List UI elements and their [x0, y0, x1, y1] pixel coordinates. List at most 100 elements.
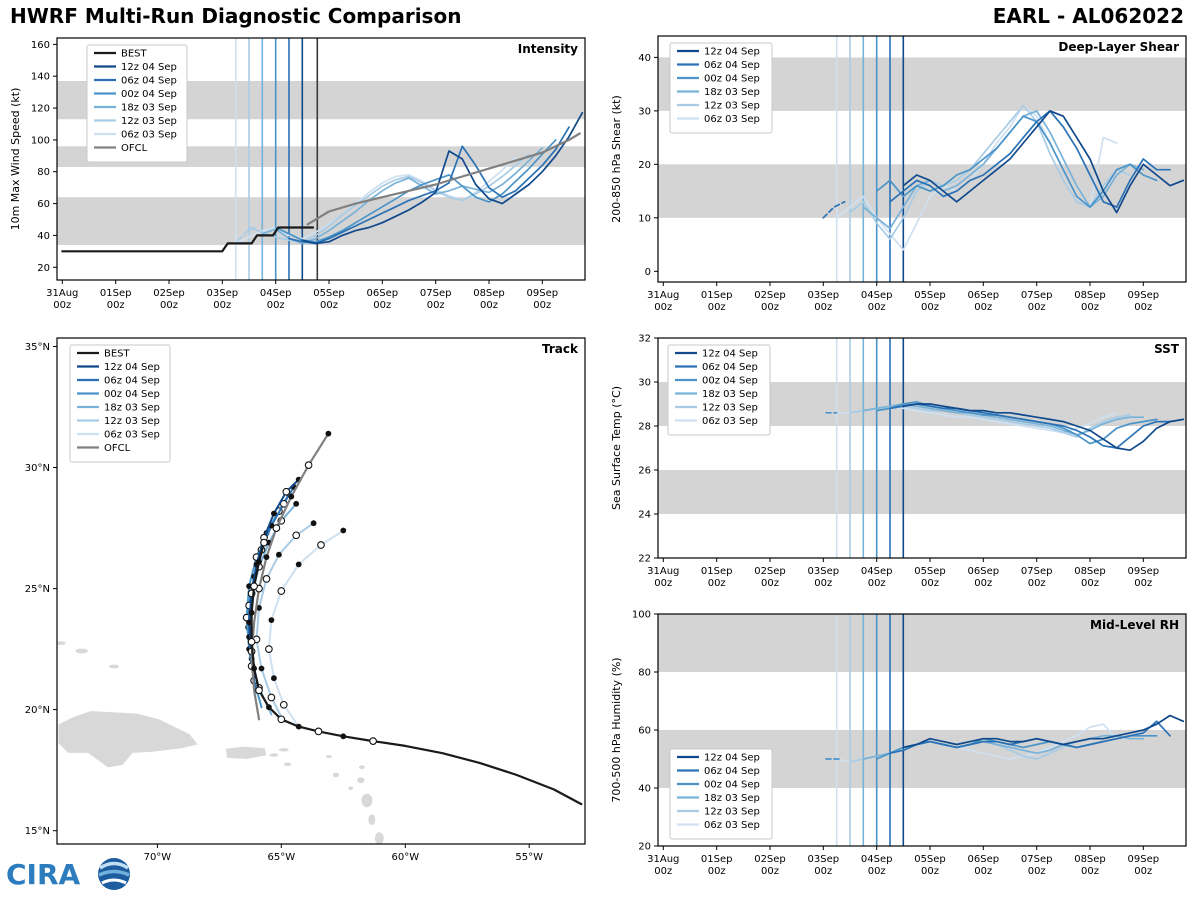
cira-logo: CIRA	[4, 852, 138, 900]
svg-text:40: 40	[638, 53, 651, 64]
svg-text:00z 04 Sep: 00z 04 Sep	[702, 376, 758, 387]
svg-text:06z 04 Sep: 06z 04 Sep	[704, 766, 760, 777]
svg-text:140: 140	[31, 72, 50, 83]
svg-text:00z: 00z	[1028, 866, 1046, 877]
svg-text:07Sep: 07Sep	[1021, 566, 1053, 577]
svg-text:00z: 00z	[1081, 578, 1099, 589]
svg-text:06Sep: 06Sep	[968, 854, 1000, 865]
svg-text:70°W: 70°W	[144, 852, 172, 863]
svg-text:22: 22	[638, 554, 651, 565]
svg-text:40: 40	[638, 784, 651, 795]
svg-text:00z: 00z	[708, 578, 726, 589]
svg-text:25°N: 25°N	[25, 584, 50, 595]
svg-text:00z: 00z	[921, 302, 939, 313]
svg-text:00z: 00z	[213, 300, 231, 311]
svg-text:06Sep: 06Sep	[968, 290, 1000, 301]
svg-text:00z 04 Sep: 00z 04 Sep	[704, 74, 760, 85]
svg-text:04Sep: 04Sep	[861, 290, 893, 301]
svg-text:80: 80	[37, 167, 50, 178]
svg-text:00z: 00z	[654, 866, 672, 877]
svg-text:20: 20	[37, 263, 50, 274]
svg-text:00z: 00z	[1028, 302, 1046, 313]
svg-text:24: 24	[638, 510, 651, 521]
svg-text:12z 03 Sep: 12z 03 Sep	[121, 116, 177, 127]
svg-text:18z 03 Sep: 18z 03 Sep	[704, 793, 760, 804]
svg-text:28: 28	[638, 422, 651, 433]
svg-text:02Sep: 02Sep	[153, 288, 185, 299]
svg-text:12z 03 Sep: 12z 03 Sep	[104, 416, 160, 427]
svg-text:05Sep: 05Sep	[914, 566, 946, 577]
track-panel: 70°W 65°W 60°W 55°W 15°N 20°N 25°N 30°N 35°N Trac…	[0, 326, 598, 898]
svg-text:30: 30	[638, 106, 651, 117]
svg-text:00z: 00z	[320, 300, 338, 311]
svg-text:00z: 00z	[480, 300, 498, 311]
svg-text:09Sep: 09Sep	[1128, 854, 1160, 865]
svg-text:00z: 00z	[53, 300, 71, 311]
svg-text:18z 03 Sep: 18z 03 Sep	[104, 403, 160, 414]
svg-text:00z: 00z	[654, 302, 672, 313]
svg-text:10m Max Wind Speed (kt): 10m Max Wind Speed (kt)	[9, 88, 22, 231]
svg-text:00z: 00z	[868, 578, 886, 589]
svg-text:06z 03 Sep: 06z 03 Sep	[704, 114, 760, 125]
svg-text:80: 80	[638, 668, 651, 679]
rh-panel: 31Aug 00z 01Sep 00z 02Sep 00z 03Sep 00z 04Sep 00z…	[600, 606, 1200, 898]
svg-text:12z 04 Sep: 12z 04 Sep	[704, 753, 760, 764]
svg-text:31Aug: 31Aug	[46, 288, 78, 299]
svg-text:08Sep: 08Sep	[473, 288, 505, 299]
svg-text:60: 60	[638, 726, 651, 737]
svg-text:00z: 00z	[267, 300, 285, 311]
svg-text:00z 04 Sep: 00z 04 Sep	[704, 780, 760, 791]
svg-text:06z 04 Sep: 06z 04 Sep	[704, 60, 760, 71]
svg-text:31Aug: 31Aug	[647, 566, 679, 577]
svg-text:00z: 00z	[107, 300, 125, 311]
svg-text:05Sep: 05Sep	[313, 288, 345, 299]
svg-text:Mid-Level RH: Mid-Level RH	[1090, 618, 1179, 632]
svg-text:00z: 00z	[1028, 578, 1046, 589]
cira-logo-text: CIRA	[6, 858, 81, 891]
svg-text:08Sep: 08Sep	[1074, 566, 1106, 577]
svg-text:20: 20	[638, 842, 651, 853]
svg-text:15°N: 15°N	[25, 826, 50, 837]
svg-text:00z: 00z	[1081, 866, 1099, 877]
svg-text:31Aug: 31Aug	[647, 854, 679, 865]
svg-text:00z: 00z	[921, 578, 939, 589]
svg-text:02Sep: 02Sep	[754, 290, 786, 301]
svg-text:02Sep: 02Sep	[754, 854, 786, 865]
svg-text:0: 0	[645, 267, 651, 278]
svg-text:12z 04 Sep: 12z 04 Sep	[104, 362, 160, 373]
svg-text:07Sep: 07Sep	[420, 288, 452, 299]
cira-globe-icon	[98, 858, 130, 890]
svg-text:06z 03 Sep: 06z 03 Sep	[704, 820, 760, 831]
svg-text:00z: 00z	[761, 302, 779, 313]
svg-text:06z 04 Sep: 06z 04 Sep	[121, 76, 177, 87]
svg-text:10: 10	[638, 213, 651, 224]
svg-text:12z 03 Sep: 12z 03 Sep	[704, 807, 760, 818]
svg-text:06z 04 Sep: 06z 04 Sep	[104, 376, 160, 387]
svg-text:01Sep: 01Sep	[701, 566, 733, 577]
svg-text:07Sep: 07Sep	[1021, 290, 1053, 301]
svg-text:18z 03 Sep: 18z 03 Sep	[121, 103, 177, 114]
svg-text:00z: 00z	[1081, 302, 1099, 313]
svg-text:00z: 00z	[427, 300, 445, 311]
svg-text:03Sep: 03Sep	[808, 290, 840, 301]
svg-text:60°W: 60°W	[391, 852, 419, 863]
svg-text:700-500 hPa Humidity (%): 700-500 hPa Humidity (%)	[610, 657, 623, 802]
svg-text:00z: 00z	[533, 300, 551, 311]
svg-text:00z: 00z	[868, 866, 886, 877]
page-title: HWRF Multi-Run Diagnostic Comparison	[10, 4, 462, 28]
svg-text:26: 26	[638, 466, 651, 477]
svg-text:08Sep: 08Sep	[1074, 854, 1106, 865]
svg-text:09Sep: 09Sep	[527, 288, 559, 299]
svg-text:05Sep: 05Sep	[914, 854, 946, 865]
svg-text:01Sep: 01Sep	[100, 288, 132, 299]
svg-text:04Sep: 04Sep	[260, 288, 292, 299]
svg-text:00z: 00z	[814, 866, 832, 877]
svg-text:00z: 00z	[160, 300, 178, 311]
svg-text:160: 160	[31, 40, 50, 51]
svg-text:09Sep: 09Sep	[1128, 290, 1160, 301]
svg-text:Deep-Layer Shear: Deep-Layer Shear	[1058, 40, 1179, 54]
svg-text:200-850 hPa Shear (kt): 200-850 hPa Shear (kt)	[610, 95, 623, 223]
svg-text:SST: SST	[1154, 342, 1180, 356]
svg-text:100: 100	[31, 135, 50, 146]
svg-text:03Sep: 03Sep	[808, 854, 840, 865]
